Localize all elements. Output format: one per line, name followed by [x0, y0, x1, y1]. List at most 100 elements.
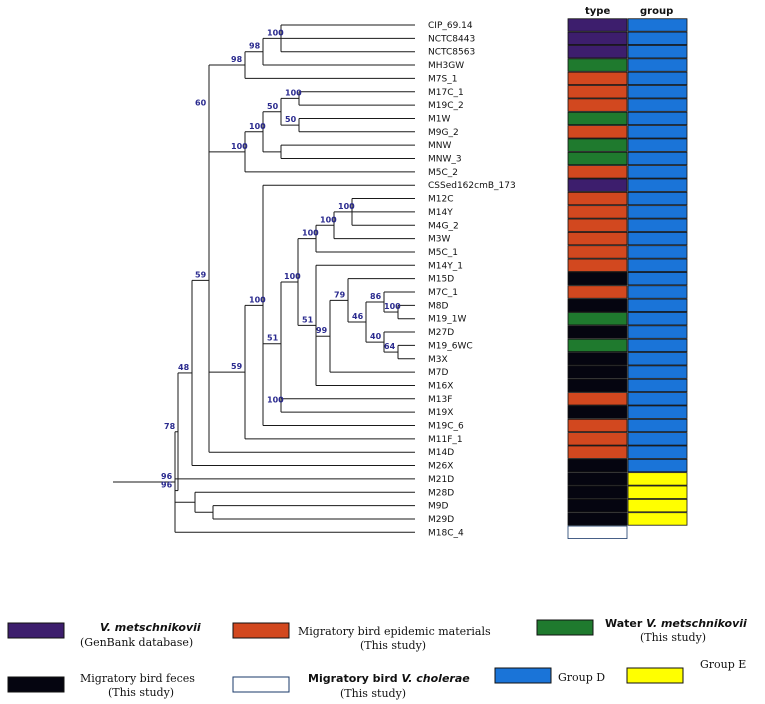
- legend-cholerae-species: V. cholerae: [401, 672, 470, 685]
- taxon-label: M12C: [428, 195, 454, 205]
- legend-water-line2: (This study): [640, 631, 706, 644]
- taxon-label: M29D: [428, 515, 454, 525]
- type-cell: [567, 18, 628, 32]
- type-cell: [567, 285, 628, 299]
- type-cell: [567, 472, 628, 486]
- type-cell: [567, 111, 628, 126]
- bootstrap-label: 100: [231, 142, 248, 151]
- bootstrap-label: 59: [195, 270, 207, 279]
- type-cell: [567, 525, 628, 539]
- group-cell: [627, 418, 688, 433]
- legend-water-prefix: Water: [605, 617, 646, 630]
- type-cell: [567, 498, 628, 513]
- legend-groupD-label: Group D: [558, 671, 605, 684]
- taxon-label: M7D: [428, 368, 448, 378]
- taxon-label: MH3GW: [428, 61, 464, 71]
- type-cell: [567, 138, 628, 152]
- bootstrap-label: 96: [161, 472, 173, 481]
- group-cell: [627, 258, 688, 272]
- group-cell: [627, 245, 688, 259]
- group-cell: [627, 45, 688, 59]
- bootstrap-label: 100: [284, 272, 301, 281]
- taxon-label: M14D: [428, 448, 454, 458]
- legend-water-species: V. metschnikovii: [646, 617, 747, 630]
- taxon-label: M19C_2: [428, 101, 464, 111]
- group-cell: [627, 472, 688, 486]
- type-cell: [567, 378, 628, 393]
- legend-genbank-line1: V. metschnikovii: [100, 621, 201, 634]
- legend-genbank-line2: (GenBank database): [80, 636, 193, 649]
- group-cell: [627, 378, 688, 393]
- type-cell: [567, 151, 628, 166]
- group-cell: [627, 365, 688, 379]
- taxon-label: M1W: [428, 114, 450, 124]
- type-cell: [567, 271, 628, 286]
- type-cell: [567, 338, 628, 353]
- type-cell: [567, 191, 628, 206]
- group-cell: [627, 98, 688, 112]
- group-cell: [627, 111, 688, 126]
- taxon-labels: CIP_69.14 NCTC8443 NCTC8563 MH3GW M7S_1 M17C_…: [428, 21, 516, 538]
- taxon-label: M3W: [428, 235, 450, 245]
- taxon-label: MNW: [428, 141, 451, 151]
- group-cell: [627, 498, 688, 513]
- taxon-label: NCTC8563: [428, 48, 475, 58]
- legend-feces-line1: Migratory bird feces: [80, 672, 195, 685]
- type-cell: [567, 458, 628, 473]
- bootstrap-label: 99: [316, 326, 328, 335]
- taxon-label: M15D: [428, 275, 454, 285]
- legend-water-line1: Water V. metschnikovii: [605, 617, 747, 630]
- taxon-label: M19C_6: [428, 422, 464, 432]
- type-cell: [567, 98, 628, 112]
- taxon-label: M17C_1: [428, 88, 464, 98]
- group-cell: [627, 165, 688, 179]
- type-cell: [567, 312, 628, 326]
- type-column-header: type: [585, 6, 610, 17]
- bootstrap-label: 86: [370, 292, 382, 301]
- bootstrap-label: 96: [161, 481, 173, 490]
- group-cell: [627, 151, 688, 166]
- group-cell: [627, 231, 688, 246]
- taxon-label: M3X: [428, 355, 448, 365]
- type-cell: [567, 405, 628, 419]
- legend-swatch-cholerae: [232, 676, 290, 693]
- group-cell: [627, 312, 688, 326]
- type-cell: [567, 45, 628, 59]
- group-cell: [627, 485, 688, 499]
- group-cell: [627, 432, 688, 446]
- group-cell: [627, 405, 688, 419]
- taxon-label: NCTC8443: [428, 34, 475, 44]
- legend-feces-line2: (This study): [108, 686, 174, 699]
- taxon-label: M19_1W: [428, 315, 466, 325]
- type-cell: [567, 58, 628, 72]
- bootstrap-label: 100: [267, 395, 284, 404]
- group-cell: [627, 352, 688, 366]
- taxon-label: M13F: [428, 395, 452, 405]
- taxon-label: M19X: [428, 408, 453, 418]
- bootstrap-label: 100: [285, 88, 302, 97]
- bootstrap-label: 100: [302, 229, 319, 238]
- bootstrap-label: 100: [384, 302, 401, 311]
- group-cell: [627, 512, 688, 526]
- type-cell: [567, 325, 628, 339]
- bootstrap-label: 64: [384, 342, 396, 351]
- group-cell: [627, 18, 688, 32]
- taxon-label: M19_6WC: [428, 341, 473, 351]
- group-cell: [627, 178, 688, 192]
- legend-swatch-groupE: [626, 667, 684, 684]
- group-cell: [627, 445, 688, 459]
- legend-swatch-epidemic: [232, 622, 290, 639]
- type-cell: [567, 245, 628, 259]
- taxon-label: M8D: [428, 301, 448, 311]
- bootstrap-label: 100: [249, 122, 266, 131]
- type-cell: [567, 432, 628, 446]
- group-cell: [627, 31, 688, 45]
- legend-cholerae-line2: (This study): [340, 687, 406, 700]
- bootstrap-label: 46: [352, 312, 364, 321]
- taxon-label: M26X: [428, 462, 453, 472]
- type-cell: [567, 31, 628, 45]
- legend-cholerae-line1: Migratory bird V. cholerae: [308, 672, 470, 685]
- group-cell: [627, 285, 688, 299]
